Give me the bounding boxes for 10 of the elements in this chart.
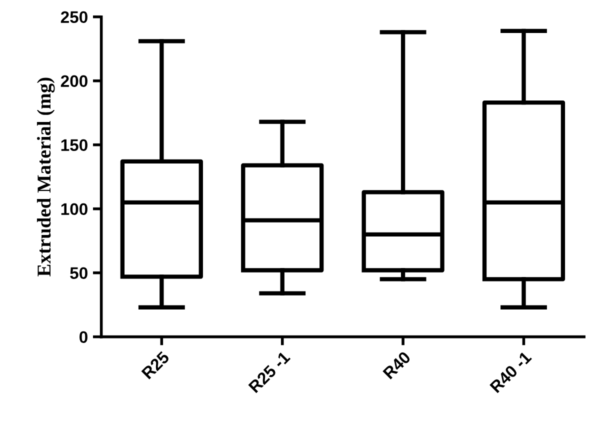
y-tick-label: 0	[80, 331, 88, 344]
x-tick-label: R25 -1	[248, 350, 291, 394]
y-tick-label: 50	[70, 267, 88, 280]
x-tick-label: R40	[382, 350, 412, 380]
y-tick-label: 250	[60, 11, 88, 24]
y-tick-label: 200	[60, 75, 88, 88]
y-tick-label: 100	[61, 203, 88, 216]
x-tick-label: R40 -1	[489, 350, 532, 394]
y-axis-title: Extruded Material (mg)	[36, 78, 55, 276]
y-tick-label: 150	[61, 139, 88, 152]
